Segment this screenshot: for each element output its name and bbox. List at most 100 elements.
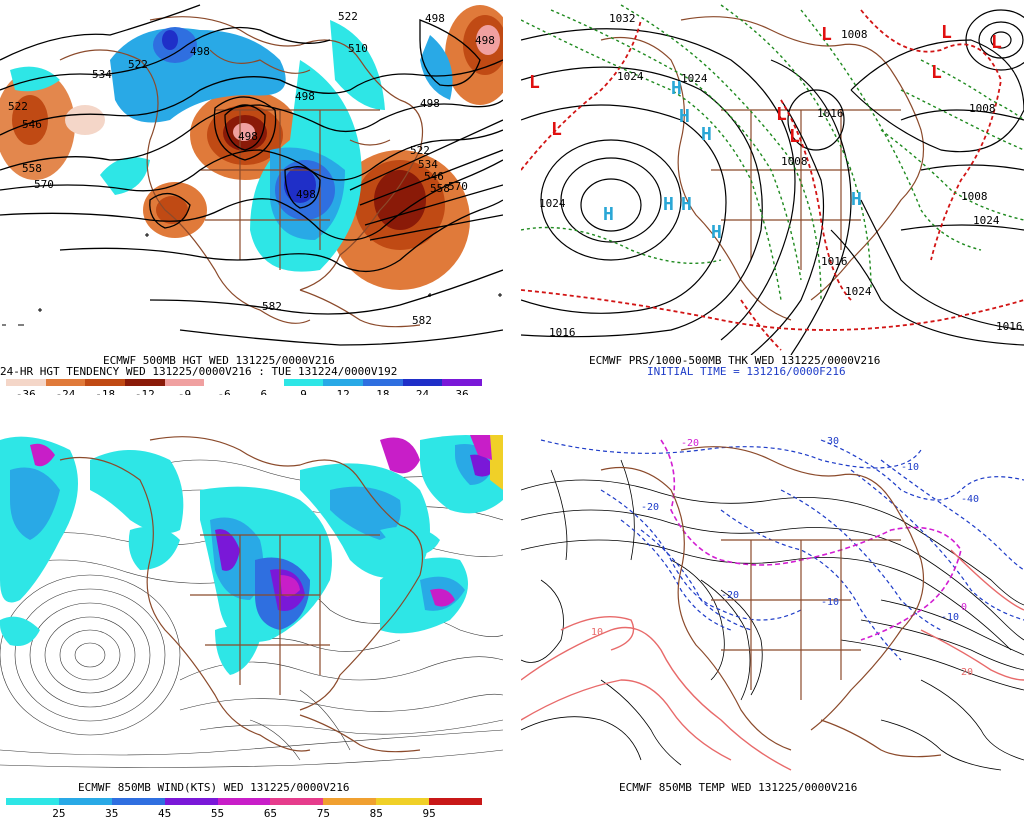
low-marker: L: [931, 62, 942, 83]
high-marker: H: [671, 78, 682, 99]
low-marker: L: [789, 126, 800, 147]
colorbar-label: 25: [52, 807, 66, 819]
temperature-label: -20: [641, 502, 659, 513]
colorbar-label: 95: [422, 807, 436, 819]
height-rise-shading: [10, 20, 453, 272]
colorbar-segment: [164, 379, 205, 386]
colorbar-segment: [323, 798, 377, 805]
isobar-label: 1008: [841, 28, 868, 41]
colorbar-label: 85: [369, 807, 383, 819]
contour-label: 570: [448, 180, 468, 193]
isobar-label: 1016: [549, 326, 576, 339]
isobar-label: 1008: [969, 102, 996, 115]
panel1-caption-subtitle: 24-HR HGT TENDENCY WED 131225/0000V216 :…: [0, 365, 398, 378]
colorbar-segment: [442, 379, 483, 386]
high-markers: H H H H H H H H: [603, 78, 862, 243]
high-marker: H: [711, 222, 722, 243]
colorbar-label: -12: [134, 388, 155, 396]
contour-label: 522: [8, 100, 28, 113]
colorbar-label: -6: [217, 388, 231, 396]
height-contours: [0, 4, 503, 346]
temperature-label: -10: [941, 612, 959, 623]
panel-850mb-wind: ECMWF 850MB WIND(KTS) WED 131225/0000V21…: [0, 430, 503, 819]
colorbar-segment: [270, 798, 324, 805]
center-label: 498: [475, 34, 495, 47]
colorbar-segment: [376, 798, 430, 805]
zero-contour: [660, 439, 962, 641]
colorbar-segment: [429, 798, 483, 805]
temperature-label: -40: [961, 494, 979, 505]
colorbar-segment: [58, 798, 113, 805]
colorbar-segment: [85, 379, 126, 386]
center-label: 498: [238, 130, 258, 143]
temperature-label: -10: [901, 462, 919, 473]
isobar-label: 1016: [821, 255, 848, 268]
colorbar-segment: [204, 379, 245, 386]
contour-label: 510: [348, 42, 368, 55]
high-marker: H: [701, 124, 712, 145]
temperature-label: -30: [821, 436, 839, 447]
panel4-caption-title: ECMWF 850MB TEMP WED 131225/0000V216: [619, 781, 858, 794]
low-marker: L: [529, 72, 540, 93]
contour-label: 534: [92, 68, 112, 81]
grid-markers: [2, 233, 502, 326]
colorbar-label: 12: [336, 388, 350, 396]
low-marker: L: [821, 24, 832, 45]
contour-label: 522: [128, 58, 148, 71]
colorbar-segment: [6, 798, 60, 805]
coastlines: [59, 16, 424, 328]
isobar-label: 1024: [681, 72, 708, 85]
panel-pressure-thickness: 1032 1024 1024 1016 1024 1008 1008 1016 …: [521, 0, 1024, 395]
coastlines: [59, 436, 424, 753]
colorbar-label: 36: [455, 388, 469, 396]
colorbar-segment: [323, 379, 364, 386]
wind-speed-shading: [0, 435, 503, 675]
panel2-caption-subtitle: INITIAL TIME = 131216/0000F216: [647, 365, 846, 378]
low-marker: L: [941, 22, 952, 43]
thickness-warm: [521, 9, 1024, 351]
contour-label: 498: [425, 12, 445, 25]
colorbar-segment: [164, 798, 219, 805]
contour-label: 558: [22, 162, 42, 175]
contour-label: 522: [338, 10, 358, 23]
panel1-colorbar: [6, 379, 483, 386]
high-marker: H: [851, 189, 862, 210]
isobar-label: 1016: [817, 107, 844, 120]
contour-labels: 522 498 510 534 522 498 546 558 570 522 …: [8, 10, 468, 327]
colorbar-segment: [363, 379, 404, 386]
panel2-caption-title: ECMWF PRS/1000-500MB THK WED 131225/0000…: [589, 354, 881, 367]
warm-contours: [521, 549, 1024, 771]
temperature-label: -20: [721, 590, 739, 601]
map-pressure-thickness: 1032 1024 1024 1016 1024 1008 1008 1016 …: [521, 0, 1024, 355]
colorbar-segment: [402, 379, 443, 386]
colorbar-segment: [283, 379, 324, 386]
map-500mb: 522 498 510 534 522 498 546 558 570 522 …: [0, 0, 503, 355]
contour-label: 546: [22, 118, 42, 131]
panel-850mb-temp: -20 -30 -40 -10 -20 -10 -20 -10 0 10 20 …: [521, 430, 1024, 819]
high-marker: H: [679, 106, 690, 127]
low-marker: L: [776, 104, 787, 125]
colorbar-segment: [6, 379, 47, 386]
high-marker: H: [663, 194, 674, 215]
contour-label: 582: [412, 314, 432, 327]
isobar-label: 1024: [617, 70, 644, 83]
isobar-labels: 1032 1024 1024 1016 1024 1008 1008 1016 …: [539, 12, 1023, 339]
contour-label: 582: [262, 300, 282, 313]
colorbar-label: 6: [260, 388, 268, 396]
isobar-label: 1008: [781, 155, 808, 168]
isobar-label: 1008: [961, 190, 988, 203]
contour-label: 498: [295, 90, 315, 103]
coastlines: [600, 446, 942, 758]
isobar-label: 1024: [973, 214, 1000, 227]
panel3-caption-title: ECMWF 850MB WIND(KTS) WED 131225/0000V21…: [78, 781, 350, 794]
center-label: 498: [296, 188, 316, 201]
colorbar-label: 18: [376, 388, 390, 396]
contour-label: 498: [420, 97, 440, 110]
colorbar-label: -36: [15, 388, 36, 396]
contour-label: 522: [410, 144, 430, 157]
contour-label: 558: [430, 182, 450, 195]
temperature-label: 20: [961, 667, 973, 678]
contour-label: 534: [418, 158, 438, 171]
low-marker: L: [991, 32, 1002, 53]
colorbar-label: 24: [415, 388, 430, 396]
